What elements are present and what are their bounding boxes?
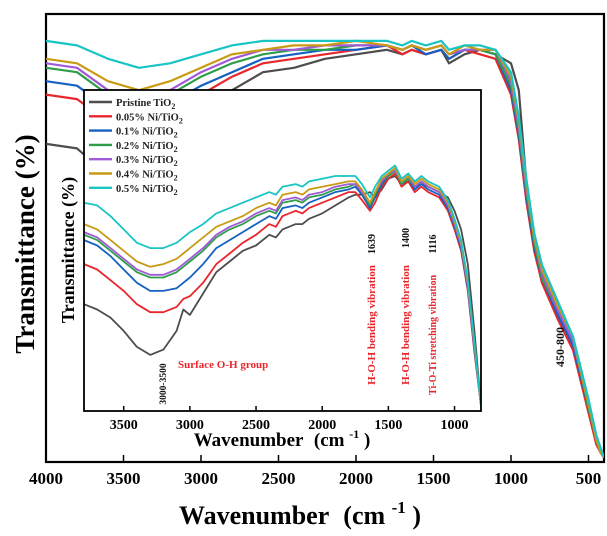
main-series-0-5-ni-tio2 (46, 39, 604, 458)
legend-label-0-5-ni-tio2: 0.5% Ni/TiO2 (116, 184, 178, 197)
main-x-tick-label: 4000 (29, 469, 63, 488)
inset-x-tick-label: 2500 (242, 418, 270, 433)
legend-label-0-2-ni-tio2: 0.2% Ni/TiO2 (116, 141, 178, 154)
main-x-tick-label: 2000 (339, 469, 373, 488)
main-plot-frame (44, 12, 606, 464)
inset-annotation-surface-o-h-group: Surface O-H group (178, 359, 268, 371)
inset-x-axis-label-word: Wavenumber (194, 430, 304, 451)
inset-x-tick-label: 3500 (110, 418, 138, 433)
legend-label-0-3-ni-tio2: 0.3% Ni/TiO2 (116, 155, 178, 168)
inset-series-0-3-ni-tio2 (84, 169, 481, 406)
inset-x-tick-label: 1500 (374, 418, 402, 433)
inset-plot-frame (83, 89, 482, 412)
main-x-tick-label: 3500 (107, 469, 141, 488)
main-x-tick-label: 2500 (262, 469, 296, 488)
main-series-0-1-ni-tio2 (46, 44, 604, 459)
inset-y-axis-label: Transmittance (%) (58, 177, 79, 323)
inset-x-axis-label-close: ) (364, 430, 370, 451)
main-x-tick-label: 3000 (184, 469, 218, 488)
inset-series-0-05-ni-tio2 (84, 172, 481, 406)
inset-x-axis-label-unit: (cm (314, 430, 345, 451)
inset-background (84, 90, 481, 411)
inset-annotation-1116: 1116 (428, 235, 439, 254)
legend-label-0-1-ni-tio2: 0.1% Ni/TiO2 (116, 127, 178, 140)
inset-x-axis-label: Wavenumber (cm -1 ) (194, 422, 371, 451)
main-y-axis-label: Transmittance (%) (10, 134, 40, 353)
inset-x-tick-label: 2000 (308, 418, 336, 433)
inset-annotation-h-o-h-bending-vibration: H-O-H bending vibration (400, 265, 412, 385)
inset-x-axis: 3500 3000 2500 2000 1500 1000 (110, 406, 469, 433)
inset-series-0-5-ni-tio2 (84, 164, 481, 406)
main-x-tick-label: 1000 (494, 469, 528, 488)
main-x-tick-label: 1500 (417, 469, 451, 488)
legend-label-pristine-tio2: Pristine TiO2 (116, 98, 175, 111)
inset-x-tick-label: 1000 (441, 418, 469, 433)
legend-label-0-4-ni-tio2: 0.4% Ni/TiO2 (116, 170, 178, 183)
inset-series-0-4-ni-tio2 (84, 167, 481, 406)
inset-annotation-h-o-h-bending-vibration: H-O-H bending vibration (366, 265, 378, 385)
inset-x-axis-label-sup: -1 (349, 427, 359, 441)
main-annotation-label: 450-800 (553, 327, 567, 367)
inset-annotations: Surface O-H group 3000-3500 H-O-H bending … (159, 228, 439, 405)
main-annotations: 450-800 (553, 327, 567, 367)
main-x-axis-label-close: ) (412, 501, 421, 530)
inset-annotation-1639: 1639 (367, 234, 378, 254)
inset-annotation-ti-o-ti-stretching-vibration: Ti-O-Ti stretching vibration (428, 275, 439, 395)
main-x-axis-label-unit: (cm (343, 501, 385, 530)
main-x-tick-label: 500 (576, 469, 602, 488)
inset-series-0-1-ni-tio2 (84, 169, 481, 406)
main-x-axis-label-sup: -1 (392, 498, 406, 517)
legend-label-0-05-ni-tio2: 0.05% Ni/TiO2 (116, 112, 183, 125)
main-x-axis-label-word: Wavenumber (179, 501, 329, 530)
main-x-axis: 4000 3500 3000 2500 2000 1500 1000 500 (29, 455, 601, 488)
inset-annotation-1400: 1400 (401, 228, 412, 248)
inset-series-group (84, 164, 481, 406)
inset-x-tick-label: 3000 (176, 418, 204, 433)
main-x-axis-label: Wavenumber (cm -1 ) (179, 490, 421, 530)
inset-annotation-3000-3500: 3000-3500 (159, 363, 169, 404)
